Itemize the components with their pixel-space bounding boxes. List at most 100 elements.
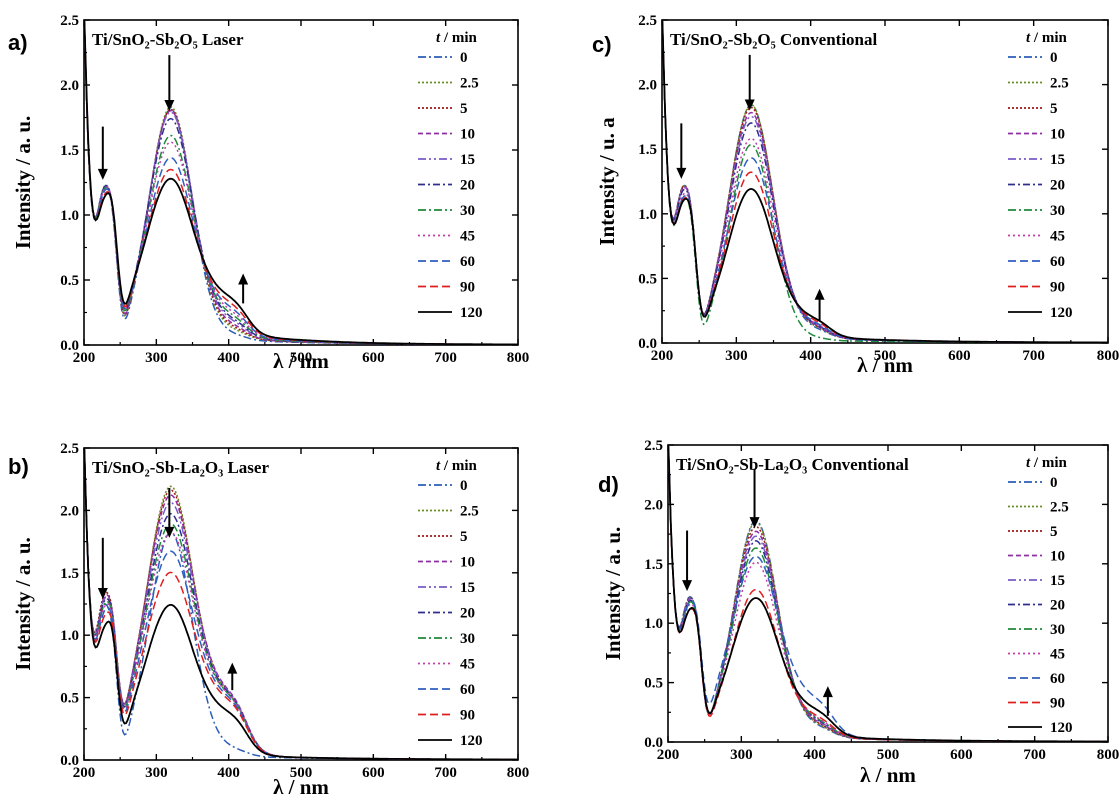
arrow-head [238, 273, 249, 285]
series-group [668, 445, 1108, 742]
y-tick-label: 1.0 [644, 616, 663, 632]
series-line-60 [668, 445, 1108, 742]
series-line-0 [84, 448, 518, 760]
legend-label-2.5: 2.5 [1050, 500, 1069, 516]
x-tick-label: 600 [362, 765, 385, 781]
series-line-45 [668, 445, 1108, 742]
arrow-head [682, 580, 693, 592]
legend-title-t: t [1026, 455, 1031, 471]
series-line-5 [84, 448, 518, 760]
y-tick-label: 0.0 [60, 338, 79, 354]
y-tick-label: 2.0 [60, 78, 79, 94]
legend-label-45: 45 [1050, 647, 1065, 663]
panel-tag: b) [8, 454, 29, 479]
x-tick-label: 500 [877, 747, 900, 763]
legend-label-90: 90 [1050, 280, 1065, 296]
y-tick-label: 2.5 [638, 13, 657, 29]
legend-label-30: 30 [1050, 203, 1065, 219]
plot-frame [667, 444, 1109, 743]
panel-b: 200 300 400 500 600 700 8000.00.51.01.52.02.5λ… [8, 441, 529, 799]
legend-label-45: 45 [460, 229, 475, 245]
x-tick-label: 200 [657, 747, 680, 763]
series-line-45 [84, 20, 518, 345]
panel-tag: a) [8, 30, 28, 55]
x-tick-label: 400 [217, 765, 240, 781]
legend-label-5: 5 [460, 529, 468, 545]
x-tick-label: 300 [145, 765, 168, 781]
y-tick-label: 0.5 [644, 676, 663, 692]
x-tick-label: 400 [799, 348, 822, 364]
series-line-5 [84, 20, 518, 345]
y-axis-label: Intensity / a. u. [601, 527, 625, 661]
y-tick-label: 2.5 [644, 438, 663, 454]
x-tick-label: 400 [217, 350, 240, 366]
y-axis-label: Intensity / u. a [595, 117, 619, 246]
legend-label-90: 90 [460, 708, 475, 724]
legend-label-0: 0 [1050, 50, 1058, 66]
series-line-20 [84, 20, 518, 345]
x-tick-label: 600 [950, 747, 973, 763]
y-tick-label: 1.0 [60, 628, 79, 644]
legend-label-15: 15 [460, 152, 475, 168]
legend-label-0: 0 [460, 478, 468, 494]
plot-frame [661, 19, 1109, 344]
y-tick-label: 2.0 [60, 503, 79, 519]
x-tick-label: 600 [362, 350, 385, 366]
y-tick-label: 2.0 [644, 497, 663, 513]
y-tick-label: 1.0 [638, 207, 657, 223]
series-line-15 [84, 448, 518, 760]
series-line-90 [668, 445, 1108, 742]
legend-label-0: 0 [1050, 475, 1058, 491]
panel-title: Ti/SnO₂-Sb₂O₅ Conventional [670, 30, 878, 49]
legend-label-20: 20 [460, 178, 475, 194]
legend-label-5: 5 [460, 101, 468, 117]
legend-label-5: 5 [1050, 524, 1058, 540]
arrow-head [97, 168, 108, 180]
series-line-2.5 [84, 20, 518, 345]
x-tick-label: 700 [434, 765, 457, 781]
y-tick-label: 1.5 [644, 557, 663, 573]
series-line-120 [668, 445, 1108, 742]
y-tick-label: 1.5 [60, 566, 79, 582]
series-line-20 [662, 20, 1108, 343]
legend-label-0: 0 [460, 50, 468, 66]
x-tick-label: 200 [73, 765, 96, 781]
x-tick-label: 500 [290, 765, 313, 781]
legend-label-30: 30 [460, 203, 475, 219]
y-tick-label: 1.5 [638, 142, 657, 158]
series-line-10 [84, 448, 518, 760]
y-tick-label: 2.0 [638, 78, 657, 94]
series-line-15 [84, 20, 518, 345]
legend-title: t / min [436, 458, 478, 474]
legend-label-5: 5 [1050, 101, 1058, 117]
arrow-head [227, 662, 238, 674]
legend-title-rest: / min [1030, 30, 1067, 46]
legend-label-15: 15 [1050, 152, 1065, 168]
legend-label-120: 120 [1050, 720, 1073, 736]
series-line-10 [84, 20, 518, 345]
arrow-head [749, 517, 760, 529]
panel-title: Ti/SnO₂-Sb₂O₅ Laser [92, 30, 244, 49]
legend-label-20: 20 [1050, 178, 1065, 194]
panel-tag: c) [592, 32, 612, 57]
series-line-0 [84, 20, 518, 345]
x-tick-label: 700 [1023, 747, 1046, 763]
series-line-20 [84, 448, 518, 760]
legend-title-rest: / min [440, 458, 477, 474]
legend-label-30: 30 [1050, 622, 1065, 638]
series-line-120 [84, 448, 518, 760]
legend-title: t / min [1026, 455, 1068, 471]
series-line-10 [668, 445, 1108, 742]
legend-label-2.5: 2.5 [460, 76, 479, 92]
x-tick-label: 500 [290, 350, 313, 366]
legend-title: t / min [1026, 30, 1068, 46]
series-line-120 [662, 20, 1108, 343]
legend-label-45: 45 [460, 657, 475, 673]
arrow-head [744, 99, 755, 111]
panel-title: Ti/SnO₂-Sb-La₂O₃ Conventional [676, 455, 909, 474]
series-group [662, 20, 1108, 343]
legend-title: t / min [436, 30, 478, 46]
series-group [84, 20, 518, 345]
legend-label-10: 10 [460, 555, 475, 571]
